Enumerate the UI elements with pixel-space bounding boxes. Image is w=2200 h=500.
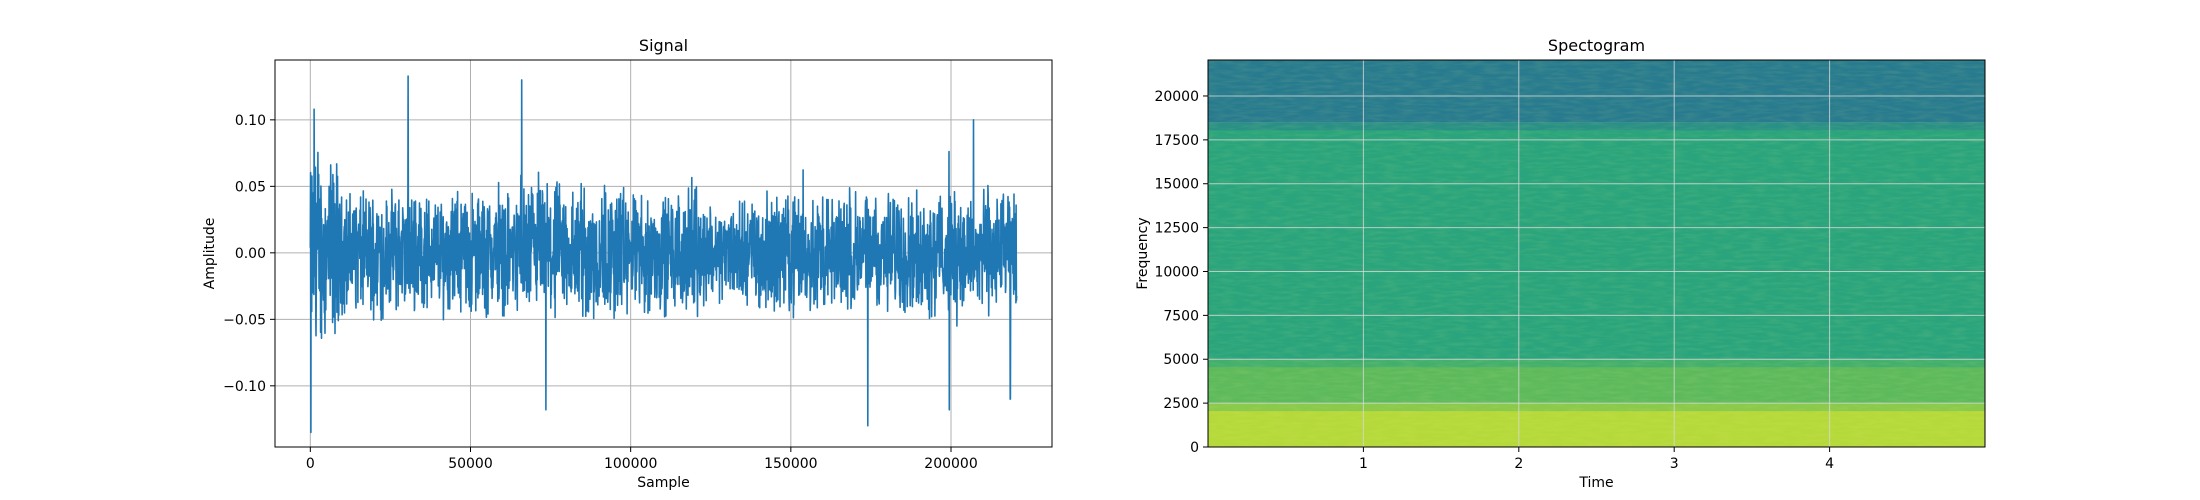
signal-x-tick-label: 200000 — [924, 456, 977, 472]
spectogram-y-tick-label: 17500 — [1154, 133, 1199, 149]
signal-x-tick-label: 100000 — [604, 456, 657, 472]
spectogram-y-tick-label: 0 — [1190, 440, 1199, 456]
signal-x-tick-label: 150000 — [764, 456, 817, 472]
signal-y-tick-label: 0.10 — [235, 113, 266, 129]
signal-x-tick-label: 0 — [306, 456, 315, 472]
spectogram-y-tick-label: 12500 — [1154, 221, 1199, 237]
spectogram-y-tick-label: 2500 — [1163, 396, 1199, 412]
signal-y-tick-label: 0.00 — [235, 246, 266, 262]
signal-y-tick-label: −0.10 — [223, 379, 266, 395]
signal-ticks: 0 50000 100000 150000 200000 −0.10 −0.05 0.00 0.… — [223, 113, 978, 472]
spectogram-x-tick-label: 1 — [1359, 456, 1368, 472]
signal-plot-frame — [274, 59, 1053, 448]
signal-y-tick-label: −0.05 — [223, 312, 266, 328]
signal-waveform — [309, 75, 1018, 434]
spectogram-chart: 1 2 3 4 0 2500 5000 7500 10000 12500 15000 17500 200… — [1135, 36, 1986, 491]
spectogram-y-axis-label: Frequency — [1135, 217, 1151, 289]
signal-x-tick-label: 50000 — [448, 456, 493, 472]
signal-chart: 0 50000 100000 150000 200000 −0.10 −0.05 0.00 0.… — [202, 36, 1053, 491]
spectogram-x-axis-label: Time — [1578, 475, 1613, 491]
spectogram-x-tick-label: 2 — [1514, 456, 1523, 472]
spectogram-plot-frame — [1207, 59, 1986, 448]
signal-title: Signal — [639, 36, 688, 55]
spectogram-y-tick-label: 15000 — [1154, 177, 1199, 193]
spectogram-title: Spectogram — [1548, 36, 1645, 55]
spectogram-y-tick-label: 5000 — [1163, 352, 1199, 368]
spectogram-y-tick-label: 7500 — [1163, 308, 1199, 324]
signal-y-axis-label: Amplitude — [202, 218, 218, 290]
spectogram-texture — [1208, 60, 1985, 447]
spectogram-y-tick-label: 10000 — [1154, 264, 1199, 280]
spectogram-x-tick-label: 3 — [1670, 456, 1679, 472]
spectogram-y-tick-label: 20000 — [1154, 89, 1199, 105]
signal-y-tick-label: 0.05 — [235, 179, 266, 195]
spectogram-grid — [1208, 60, 1985, 447]
spectogram-ticks: 1 2 3 4 0 2500 5000 7500 10000 12500 15000 17500 200… — [1154, 89, 1834, 472]
signal-x-axis-label: Sample — [637, 475, 690, 491]
spectogram-x-tick-label: 4 — [1825, 456, 1834, 472]
